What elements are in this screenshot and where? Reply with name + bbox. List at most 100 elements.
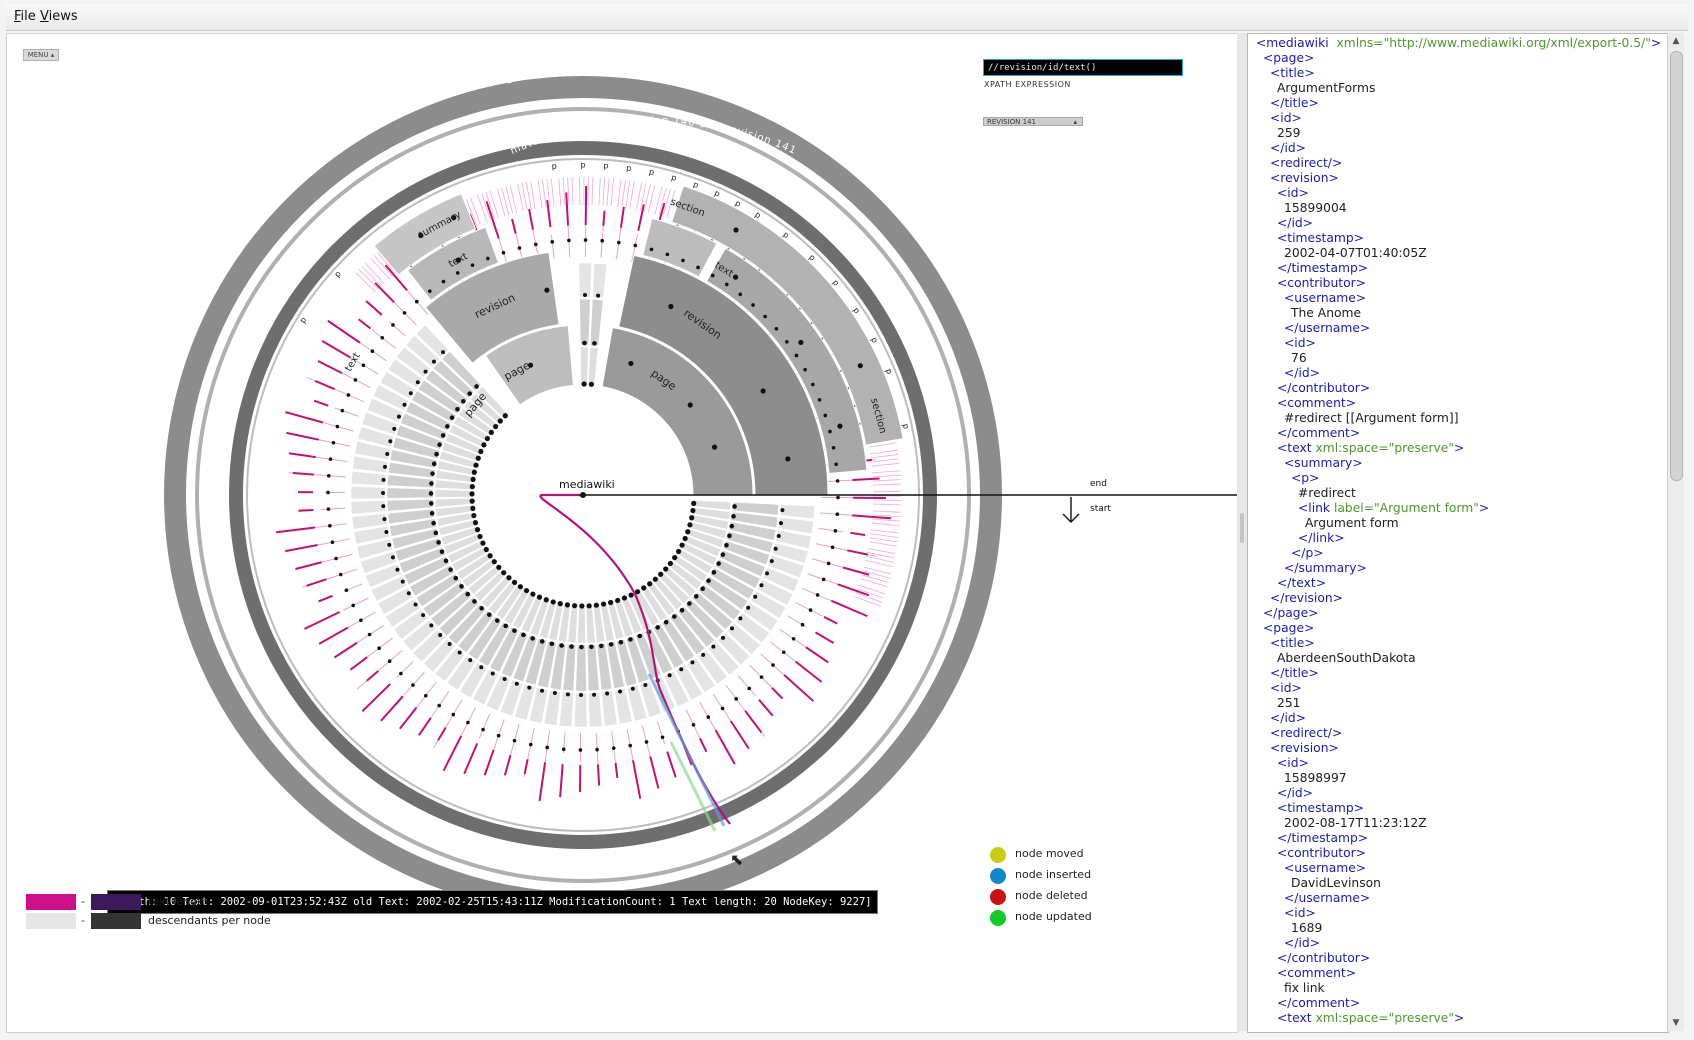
xml-line[interactable]: #redirect bbox=[1256, 486, 1651, 501]
xml-line[interactable]: </id> bbox=[1256, 216, 1651, 231]
node-dot[interactable] bbox=[335, 424, 340, 429]
wedge-node[interactable] bbox=[586, 644, 600, 692]
wedge-node[interactable] bbox=[432, 359, 475, 399]
node-dot[interactable] bbox=[690, 660, 695, 665]
node-dot[interactable] bbox=[679, 667, 684, 672]
node-dot[interactable] bbox=[643, 683, 648, 688]
wedge-node[interactable] bbox=[434, 489, 474, 498]
wedge-node[interactable] bbox=[691, 507, 731, 521]
node-dot[interactable] bbox=[511, 579, 518, 585]
node-dot[interactable] bbox=[720, 635, 725, 640]
wedge-node[interactable] bbox=[707, 641, 740, 676]
node-dot[interactable] bbox=[328, 457, 333, 461]
node-dot[interactable] bbox=[611, 746, 616, 750]
wedge-node[interactable] bbox=[398, 546, 446, 574]
node-dot[interactable] bbox=[484, 435, 491, 442]
node-dot[interactable] bbox=[836, 495, 840, 500]
node-dot[interactable] bbox=[543, 597, 549, 603]
node-dot[interactable] bbox=[488, 429, 494, 436]
xml-line[interactable]: 15899004 bbox=[1256, 201, 1651, 216]
wedge-node[interactable] bbox=[529, 597, 550, 637]
node-dot[interactable] bbox=[361, 363, 366, 368]
node-dot[interactable] bbox=[399, 671, 403, 676]
node-dot[interactable] bbox=[565, 692, 570, 697]
wedge-node[interactable] bbox=[520, 594, 544, 634]
node-dot[interactable] bbox=[421, 613, 426, 618]
node-dot[interactable] bbox=[449, 415, 455, 420]
node-dot[interactable] bbox=[630, 686, 635, 691]
wedge-node[interactable] bbox=[434, 479, 474, 491]
node-dot[interactable] bbox=[455, 406, 460, 412]
wedge-node[interactable] bbox=[767, 554, 805, 579]
wedge-node[interactable] bbox=[686, 657, 716, 694]
wedge-section-large[interactable] bbox=[671, 185, 904, 446]
node-dot[interactable] bbox=[359, 618, 363, 623]
node-dot[interactable] bbox=[385, 452, 390, 457]
node-dot[interactable] bbox=[473, 462, 479, 468]
wedge-node[interactable] bbox=[585, 604, 596, 644]
xml-line[interactable]: </p> bbox=[1256, 546, 1651, 561]
xml-scrollbar[interactable]: ▲ ▼ bbox=[1667, 33, 1684, 1031]
xml-line[interactable]: <comment> bbox=[1256, 966, 1651, 981]
node-dot[interactable] bbox=[431, 461, 437, 467]
wedge-node[interactable] bbox=[474, 569, 508, 602]
node-dot[interactable] bbox=[344, 588, 349, 593]
node-dot[interactable] bbox=[711, 444, 718, 450]
node-dot[interactable] bbox=[472, 520, 479, 526]
wedge-node[interactable] bbox=[698, 583, 741, 621]
node-dot[interactable] bbox=[472, 599, 477, 604]
node-dot[interactable] bbox=[471, 469, 477, 475]
wedge-node[interactable] bbox=[422, 581, 467, 618]
node-dot[interactable] bbox=[514, 681, 519, 686]
node-dot[interactable] bbox=[527, 362, 534, 368]
wedge-node[interactable] bbox=[387, 508, 435, 525]
node-dot[interactable] bbox=[487, 553, 493, 559]
node-dot[interactable] bbox=[388, 439, 393, 444]
wedge-node[interactable] bbox=[579, 298, 591, 346]
xml-line[interactable]: AberdeenSouthDakota bbox=[1256, 651, 1651, 666]
node-dot[interactable] bbox=[817, 397, 822, 402]
wedge-node[interactable] bbox=[601, 690, 618, 727]
wedge-node[interactable] bbox=[457, 610, 495, 653]
node-dot[interactable] bbox=[834, 462, 838, 467]
wedge-node[interactable] bbox=[663, 670, 690, 708]
wedge-node[interactable] bbox=[389, 449, 438, 469]
wedge-node[interactable] bbox=[771, 542, 809, 564]
node-dot[interactable] bbox=[528, 742, 533, 747]
wedge-node[interactable] bbox=[447, 539, 486, 564]
wedge-node[interactable] bbox=[447, 603, 487, 646]
node-dot[interactable] bbox=[837, 423, 843, 429]
wedge-node[interactable] bbox=[671, 554, 708, 583]
wedge-node[interactable] bbox=[467, 563, 502, 595]
node-dot[interactable] bbox=[561, 747, 566, 752]
wedge-small[interactable] bbox=[642, 217, 718, 278]
wedge-node[interactable] bbox=[558, 691, 574, 728]
wedge-node[interactable] bbox=[387, 358, 424, 389]
node-dot[interactable] bbox=[803, 367, 807, 372]
node-dot[interactable] bbox=[517, 584, 524, 590]
wedge-node[interactable] bbox=[453, 415, 491, 443]
node-dot[interactable] bbox=[605, 691, 610, 696]
node-dot[interactable] bbox=[431, 359, 436, 364]
wedge-node[interactable] bbox=[423, 638, 456, 673]
wedge-node[interactable] bbox=[402, 619, 437, 652]
wedge-node[interactable] bbox=[370, 575, 408, 602]
node-dot[interactable] bbox=[733, 227, 739, 233]
node-dot[interactable] bbox=[490, 671, 495, 676]
wedge-node[interactable] bbox=[387, 461, 436, 479]
xml-line[interactable]: <page> bbox=[1256, 621, 1651, 636]
xml-line[interactable]: 76 bbox=[1256, 351, 1651, 366]
node-dot[interactable] bbox=[776, 533, 781, 538]
wedge-node[interactable] bbox=[685, 528, 725, 549]
node-dot[interactable] bbox=[479, 605, 484, 611]
node-dot[interactable] bbox=[658, 571, 664, 577]
node-dot[interactable] bbox=[753, 594, 758, 599]
wedge-node[interactable] bbox=[742, 601, 779, 632]
wedge-node[interactable] bbox=[762, 567, 800, 593]
node-dot[interactable] bbox=[644, 740, 649, 744]
node-dot[interactable] bbox=[687, 522, 693, 528]
node-dot[interactable] bbox=[592, 692, 597, 697]
menu-toggle-button[interactable]: MENU ▴ bbox=[23, 49, 59, 61]
wedge-node[interactable] bbox=[616, 638, 638, 687]
node-dot[interactable] bbox=[483, 546, 489, 553]
